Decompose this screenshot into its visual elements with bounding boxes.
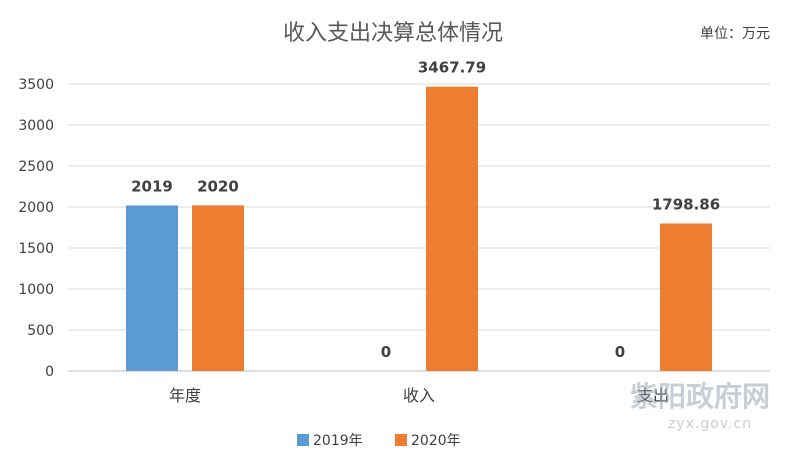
x-tick-label: 收入 xyxy=(403,386,435,405)
x-tick-label: 支出 xyxy=(637,386,669,405)
watermark: 紫阳政府网 zyx.gov.cn xyxy=(630,380,770,432)
y-tick-label: 500 xyxy=(27,323,54,339)
data-label: 3467.79 xyxy=(418,59,486,77)
watermark-text: 紫阳政府网 xyxy=(630,380,770,413)
y-axis-tick-labels: 0 500 1000 1500 2000 2500 3000 3500 xyxy=(18,77,54,380)
chart-title: 收入支出决算总体情况 xyxy=(283,21,503,46)
data-label: 0 xyxy=(615,343,625,361)
x-axis-tick-labels: 年度 收入 支出 xyxy=(169,386,669,405)
legend: 2019年 2020年 xyxy=(297,433,461,449)
unit-label: 单位：万元 xyxy=(700,26,770,42)
x-tick-label: 年度 xyxy=(169,386,201,405)
legend-swatch-2019 xyxy=(297,434,309,446)
legend-label-2019: 2019年 xyxy=(313,433,363,449)
data-label: 0 xyxy=(381,343,391,361)
data-label: 1798.86 xyxy=(652,195,720,213)
y-tick-label: 0 xyxy=(45,364,54,380)
legend-label-2020: 2020年 xyxy=(411,433,461,449)
data-labels: 2019 2020 0 3467.79 0 1798.86 xyxy=(131,59,720,361)
data-label: 2019 xyxy=(131,177,173,195)
y-tick-label: 1500 xyxy=(18,241,54,257)
bar-2020年-支出 xyxy=(660,223,712,371)
y-tick-label: 1000 xyxy=(18,282,54,298)
data-label: 2020 xyxy=(197,177,239,195)
bars xyxy=(126,86,712,371)
legend-swatch-2020 xyxy=(395,434,407,446)
y-tick-label: 3000 xyxy=(18,118,54,134)
bar-2019年-年度 xyxy=(126,205,178,371)
bar-2020年-收入 xyxy=(426,86,478,371)
y-tick-label: 2500 xyxy=(18,159,54,175)
y-tick-label: 3500 xyxy=(18,77,54,93)
bar-2020年-年度 xyxy=(192,205,244,371)
watermark-subtext: zyx.gov.cn xyxy=(668,416,752,432)
gridlines xyxy=(68,83,770,331)
y-tick-label: 2000 xyxy=(18,200,54,216)
